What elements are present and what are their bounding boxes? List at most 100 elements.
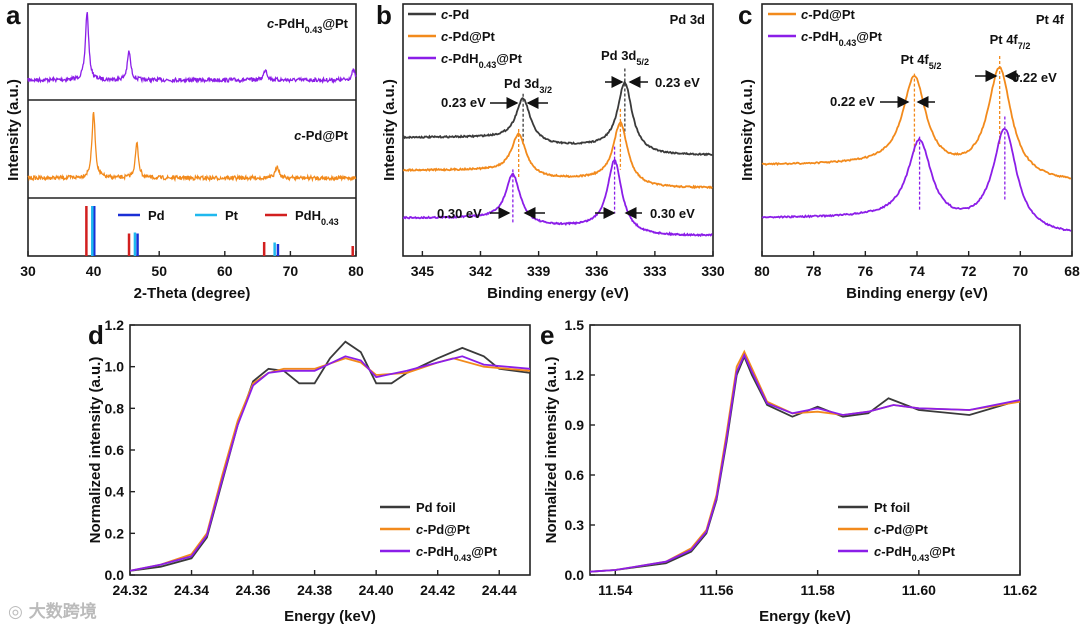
text-part: 24.42: [420, 582, 455, 598]
legend-label: PdH0.43: [295, 208, 339, 227]
shift-label: 0.23 eV: [441, 95, 486, 110]
text-part: a: [6, 0, 21, 30]
x-tick-label: 24.36: [236, 582, 271, 598]
text-part: 1.0: [105, 359, 125, 375]
plot-frame: [402, 3, 714, 257]
peak-label: Pd 3d3/2: [504, 76, 552, 95]
legend-label: Pt foil: [874, 500, 910, 515]
text-part: 50: [151, 263, 167, 279]
text-part: 1.5: [565, 317, 585, 333]
text-part: b: [376, 0, 392, 30]
x-tick-label: 80: [754, 263, 770, 279]
xas-curve: [129, 355, 531, 572]
x-tick-label: 60: [217, 263, 233, 279]
text-part: 11.54: [598, 582, 632, 598]
panel-letter: e: [540, 320, 554, 350]
text-part: -Pd: [448, 7, 469, 22]
text-part: 330: [701, 263, 725, 279]
text-part: 336: [585, 263, 609, 279]
x-tick-label: 50: [151, 263, 167, 279]
panel-e: [589, 324, 1021, 576]
peak-label: Pd 3d5/2: [601, 48, 649, 67]
shift-label: 0.30 eV: [650, 206, 695, 221]
x-tick-label: 24.34: [174, 582, 209, 598]
x-tick-label: 24.32: [112, 582, 147, 598]
legend-label: c-PdH0.43@Pt: [874, 544, 956, 563]
text-part: 333: [643, 263, 667, 279]
x-tick-label: 11.58: [801, 582, 835, 598]
legend-label: Pd: [148, 208, 165, 223]
series-label: c-PdH0.43@Pt: [267, 16, 349, 35]
xas-curve: [129, 340, 531, 572]
x-tick-label: 74: [909, 263, 925, 279]
text-part: 11.60: [902, 582, 936, 598]
text-part: -PdH: [881, 544, 911, 559]
watermark: ◎ 大数跨境: [8, 602, 97, 622]
x-tick-label: 330: [701, 263, 725, 279]
italic-prefix: c: [441, 7, 449, 22]
xas-curve: [589, 349, 1021, 573]
x-tick-label: 11.60: [902, 582, 936, 598]
legend-label: c-Pd@Pt: [416, 522, 471, 537]
text-part: 72: [961, 263, 977, 279]
text-part: 0.22 eV: [830, 94, 875, 109]
x-tick-label: 72: [961, 263, 977, 279]
y-tick-label: 1.0: [105, 359, 125, 375]
y-axis-label: Intensity (a.u.): [381, 79, 398, 181]
y-tick-label: 0.6: [565, 467, 585, 483]
plot-frame: [27, 3, 357, 257]
text-part: Intensity (a.u.): [5, 79, 22, 181]
x-axis-label: Energy (keV): [759, 608, 851, 625]
panel-c: [761, 3, 1073, 257]
text-part: -PdH: [808, 29, 838, 44]
italic-prefix: c: [416, 522, 424, 537]
x-tick-label: 80: [348, 263, 364, 279]
text-part: 60: [217, 263, 233, 279]
xrd-curve: [27, 111, 357, 183]
text-part: 11.58: [801, 582, 835, 598]
text-part: 24.38: [297, 582, 332, 598]
text-part: 1.2: [105, 317, 125, 333]
x-tick-label: 24.42: [420, 582, 455, 598]
subscript: 0.43: [912, 553, 930, 563]
text-part: 0.4: [105, 484, 125, 500]
legend-label: c-Pd@Pt: [874, 522, 929, 537]
panel-letter: d: [88, 320, 104, 350]
text-part: 0.3: [565, 517, 585, 533]
italic-prefix: c: [441, 51, 449, 66]
xas-curve: [589, 352, 1021, 573]
y-tick-label: 0.3: [565, 517, 585, 533]
legend-label: c-PdH0.43@Pt: [416, 544, 498, 563]
x-tick-label: 30: [20, 263, 36, 279]
x-axis-label: 2-Theta (degree): [134, 285, 251, 302]
x-tick-label: 78: [806, 263, 822, 279]
text-part: 1.2: [565, 367, 585, 383]
text-part: Pd 3d: [601, 48, 636, 63]
text-part: Energy (keV): [759, 608, 851, 625]
text-part: 24.44: [482, 582, 517, 598]
text-part: Pt 4f: [1036, 12, 1065, 27]
y-axis-label: Intensity (a.u.): [5, 79, 22, 181]
subscript: 5/2: [929, 61, 942, 71]
text-part: 0.6: [105, 442, 125, 458]
x-tick-label: 24.44: [482, 582, 517, 598]
shift-label: 0.22 eV: [830, 94, 875, 109]
text-part: Binding energy (eV): [487, 285, 629, 302]
italic-prefix: c: [294, 128, 302, 143]
xrd-curve: [27, 11, 357, 85]
subscript: 0.43: [479, 60, 497, 70]
text-part: 30: [20, 263, 36, 279]
text-part: -Pd@Pt: [881, 522, 928, 537]
text-part: -Pd@Pt: [423, 522, 470, 537]
shift-label: 0.23 eV: [655, 75, 700, 90]
legend-label: c-Pd: [441, 7, 469, 22]
text-part: Energy (keV): [284, 608, 376, 625]
text-part: e: [540, 320, 554, 350]
x-tick-label: 11.56: [699, 582, 733, 598]
subscript: 0.43: [839, 38, 857, 48]
y-tick-label: 0.0: [565, 567, 585, 583]
watermark-text: 大数跨境: [28, 602, 97, 622]
legend-label: c-PdH0.43@Pt: [441, 51, 523, 70]
x-tick-label: 70: [1013, 263, 1029, 279]
